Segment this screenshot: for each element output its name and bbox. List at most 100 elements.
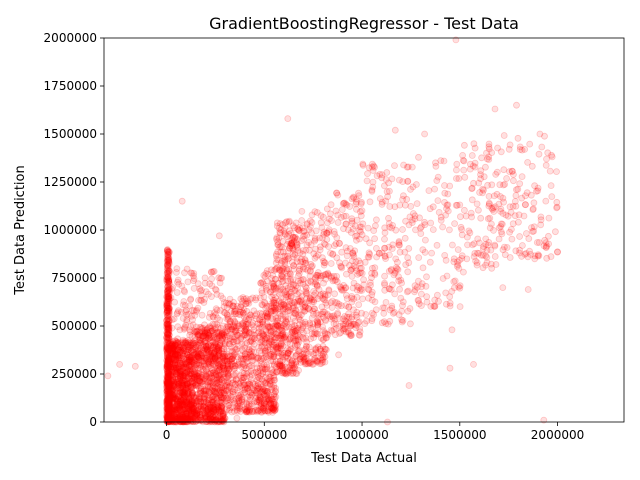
- scatter-point: [496, 193, 504, 200]
- scatter-point: [163, 405, 171, 413]
- scatter-point: [180, 413, 188, 421]
- scatter-point: [187, 401, 195, 409]
- scatter-point: [166, 401, 174, 408]
- scatter-point: [291, 342, 299, 349]
- scatter-point: [164, 247, 172, 255]
- scatter-point: [164, 292, 172, 300]
- scatter-point: [164, 387, 172, 395]
- scatter-point: [174, 392, 182, 400]
- scatter-point: [185, 405, 193, 413]
- scatter-point: [268, 407, 276, 414]
- scatter-point: [181, 387, 189, 395]
- scatter-point: [463, 255, 471, 263]
- scatter-point: [187, 407, 195, 415]
- scatter-point: [163, 343, 171, 351]
- scatter-point: [165, 368, 173, 376]
- scatter-point: [186, 416, 194, 424]
- scatter-point: [401, 201, 409, 209]
- scatter-point: [166, 410, 173, 418]
- scatter-point: [491, 253, 499, 260]
- scatter-point: [165, 413, 173, 421]
- scatter-point: [165, 403, 173, 411]
- scatter-point: [167, 380, 174, 388]
- scatter-point: [165, 316, 173, 324]
- scatter-point: [174, 393, 182, 401]
- scatter-point: [451, 220, 459, 228]
- scatter-point: [371, 298, 379, 306]
- scatter-point: [336, 259, 343, 267]
- scatter-point: [547, 253, 555, 261]
- scatter-point: [274, 329, 282, 337]
- scatter-point: [163, 410, 171, 418]
- scatter-point: [163, 321, 171, 329]
- scatter-point: [445, 226, 453, 234]
- scatter-point: [165, 362, 173, 370]
- scatter-point: [176, 360, 184, 368]
- scatter-point: [175, 363, 183, 371]
- scatter-point: [275, 256, 282, 264]
- scatter-point: [187, 392, 195, 400]
- scatter-point: [163, 397, 171, 405]
- scatter-point: [164, 372, 172, 380]
- scatter-point: [290, 309, 298, 317]
- scatter-point: [491, 241, 499, 249]
- scatter-point: [163, 336, 171, 344]
- scatter-point: [537, 213, 545, 221]
- scatter-point: [164, 287, 172, 294]
- scatter-point: [180, 405, 188, 413]
- scatter-point: [165, 275, 173, 283]
- scatter-point: [168, 355, 176, 363]
- scatter-point: [164, 358, 172, 366]
- scatter-point: [524, 286, 532, 293]
- scatter-point: [171, 387, 179, 394]
- scatter-point: [165, 369, 173, 377]
- scatter-point: [182, 308, 190, 316]
- scatter-point: [281, 224, 289, 232]
- scatter-point: [181, 393, 188, 400]
- scatter-point: [167, 382, 175, 389]
- scatter-point: [298, 217, 306, 224]
- scatter-point: [364, 170, 371, 178]
- scatter-point: [188, 389, 196, 397]
- scatter-point: [165, 357, 172, 365]
- scatter-point: [513, 186, 520, 194]
- scatter-point: [183, 405, 191, 413]
- scatter-point: [318, 254, 326, 262]
- scatter-point: [163, 320, 171, 328]
- scatter-point: [179, 417, 187, 425]
- scatter-point: [516, 233, 523, 240]
- scatter-point: [165, 354, 173, 362]
- scatter-point: [429, 203, 437, 211]
- scatter-point: [165, 256, 172, 264]
- scatter-point: [170, 383, 178, 391]
- scatter-point: [176, 417, 184, 425]
- scatter-point: [165, 337, 173, 345]
- scatter-point: [174, 405, 182, 413]
- scatter-point: [388, 175, 396, 183]
- scatter-point: [247, 361, 255, 369]
- scatter-point: [172, 395, 180, 403]
- scatter-point: [176, 387, 184, 395]
- scatter-point: [181, 413, 189, 421]
- scatter-point: [542, 239, 550, 247]
- scatter-point: [164, 338, 172, 346]
- scatter-point: [185, 370, 192, 378]
- x-tick-label: 0: [163, 428, 171, 442]
- scatter-point: [163, 316, 171, 324]
- scatter-point: [335, 351, 343, 359]
- scatter-point: [546, 167, 554, 175]
- scatter-point: [163, 287, 171, 295]
- scatter-point: [405, 382, 413, 389]
- scatter-point: [164, 261, 172, 269]
- scatter-point: [164, 286, 172, 293]
- scatter-point: [165, 334, 173, 342]
- scatter-point: [164, 317, 172, 325]
- scatter-point: [163, 397, 171, 404]
- scatter-point: [164, 322, 172, 330]
- scatter-point: [165, 407, 173, 415]
- scatter-point: [165, 399, 173, 407]
- scatter-point: [293, 243, 301, 251]
- scatter-point: [163, 385, 171, 393]
- scatter-point: [163, 405, 171, 413]
